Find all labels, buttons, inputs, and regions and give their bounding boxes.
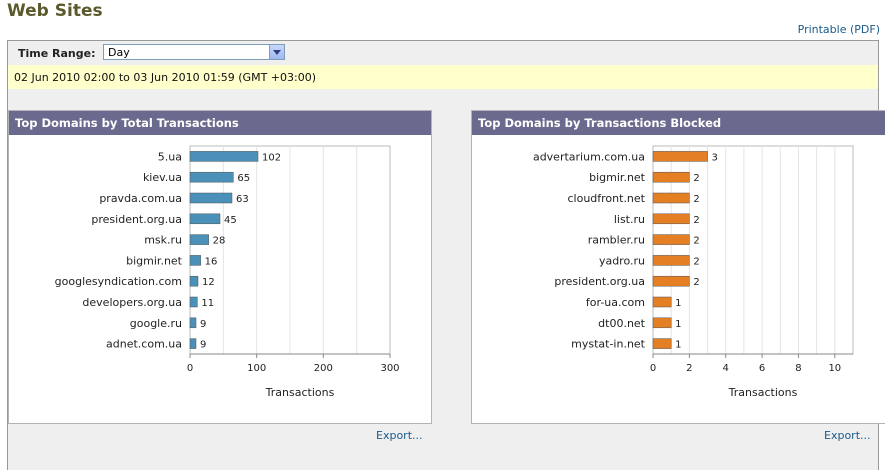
x-axis-title: Transactions	[265, 386, 335, 399]
data-label: 9	[200, 319, 206, 330]
time-range-value: Day	[108, 46, 130, 59]
category-label: kiev.ua	[143, 171, 182, 184]
page-title: Web Sites	[7, 1, 103, 21]
time-range-select[interactable]: Day	[103, 44, 285, 60]
data-label: 1	[675, 340, 681, 351]
data-label: 9	[200, 340, 206, 351]
category-label: president.org.ua	[91, 213, 182, 226]
bar	[189, 234, 209, 245]
data-label: 2	[693, 215, 699, 226]
panel-total-transactions: Top Domains by Total Transactions 0 100 20…	[8, 110, 432, 424]
chart-total-transactions: 0 100 200 300 5.ua 102 kiev.ua 65 pravda.com.ua 6…	[55, 145, 400, 399]
x-axis-title: Transactions	[728, 386, 798, 399]
x-tick-label: 0	[187, 363, 193, 374]
bar	[652, 275, 690, 287]
category-label: dt00.net	[598, 317, 646, 330]
category-label: google.ru	[130, 317, 182, 330]
data-label: 65	[237, 173, 250, 184]
data-label: 63	[236, 194, 249, 205]
data-label: 102	[262, 152, 281, 163]
data-label: 2	[693, 256, 699, 267]
data-label: 28	[213, 236, 226, 247]
bar	[652, 234, 690, 245]
x-tick-label: 300	[380, 363, 399, 374]
category-label: mystat-in.net	[571, 338, 646, 351]
report-container: Time Range: Day 02 Jun 2010 02:00 to 03 …	[7, 40, 885, 470]
x-tick-label: 8	[795, 363, 801, 374]
x-tick-label: 10	[828, 363, 841, 374]
category-label: bigmir.net	[126, 254, 183, 267]
data-label: 2	[693, 236, 699, 247]
bar	[189, 317, 197, 329]
category-label: developers.org.ua	[82, 296, 182, 309]
bar	[189, 338, 197, 349]
category-label: list.ru	[614, 213, 645, 226]
category-label: googlesyndication.com	[55, 275, 182, 288]
bar	[189, 171, 234, 183]
data-label: 45	[224, 215, 237, 226]
export-link-total[interactable]: Export...	[376, 429, 423, 442]
bar	[652, 338, 672, 349]
bar	[652, 213, 690, 225]
bar	[652, 151, 708, 162]
chevron-down-icon[interactable]	[269, 45, 284, 59]
bar	[652, 192, 690, 204]
printable-pdf-link[interactable]: Printable (PDF)	[797, 23, 880, 36]
bar	[189, 151, 259, 162]
x-tick-label: 200	[314, 363, 333, 374]
x-tick-label: 4	[723, 363, 729, 374]
x-tick-label: 6	[759, 363, 765, 374]
bar	[189, 255, 201, 266]
panel-title-blocked: Top Domains by Transactions Blocked	[472, 111, 885, 135]
category-label: yadro.ru	[599, 254, 645, 267]
category-label: advertarium.com.ua	[533, 150, 645, 163]
bar	[189, 192, 233, 204]
date-range-text: 02 Jun 2010 02:00 to 03 Jun 2010 01:59 (…	[14, 71, 317, 84]
bar	[652, 317, 672, 329]
chart-transactions-blocked: 0 2 4 6 8 10 advertarium.com.ua 3 bigmir.net 2 clo…	[533, 145, 854, 399]
category-label: 5.ua	[158, 150, 182, 163]
category-label: bigmir.net	[589, 171, 646, 184]
data-label: 3	[712, 152, 718, 163]
time-range-row: Time Range: Day	[8, 41, 878, 65]
panel-transactions-blocked: Top Domains by Transactions Blocked 0 2 4 6…	[471, 110, 885, 424]
bar	[189, 213, 221, 225]
panel-title-total: Top Domains by Total Transactions	[9, 111, 431, 135]
data-label: 2	[693, 173, 699, 184]
category-label: for-ua.com	[586, 296, 645, 309]
export-link-blocked[interactable]: Export...	[824, 429, 871, 442]
category-label: pravda.com.ua	[99, 192, 182, 205]
bar	[189, 275, 199, 287]
data-label: 12	[202, 277, 215, 288]
data-label: 16	[205, 256, 218, 267]
bar	[189, 296, 198, 308]
bar	[652, 255, 690, 266]
category-label: rambler.ru	[588, 234, 645, 247]
bar	[652, 171, 690, 183]
bar	[652, 296, 672, 308]
data-label: 1	[675, 298, 681, 309]
category-label: msk.ru	[144, 234, 182, 247]
time-range-label: Time Range:	[18, 47, 96, 60]
date-range-band: 02 Jun 2010 02:00 to 03 Jun 2010 01:59 (…	[8, 65, 878, 89]
data-label: 11	[201, 298, 214, 309]
category-label: president.org.ua	[554, 275, 645, 288]
category-label: cloudfront.net	[567, 192, 645, 205]
category-label: adnet.com.ua	[106, 338, 182, 351]
x-tick-label: 2	[686, 363, 692, 374]
data-label: 2	[693, 277, 699, 288]
data-label: 1	[675, 319, 681, 330]
data-label: 2	[693, 194, 699, 205]
x-tick-label: 0	[650, 363, 656, 374]
x-tick-label: 100	[247, 363, 266, 374]
